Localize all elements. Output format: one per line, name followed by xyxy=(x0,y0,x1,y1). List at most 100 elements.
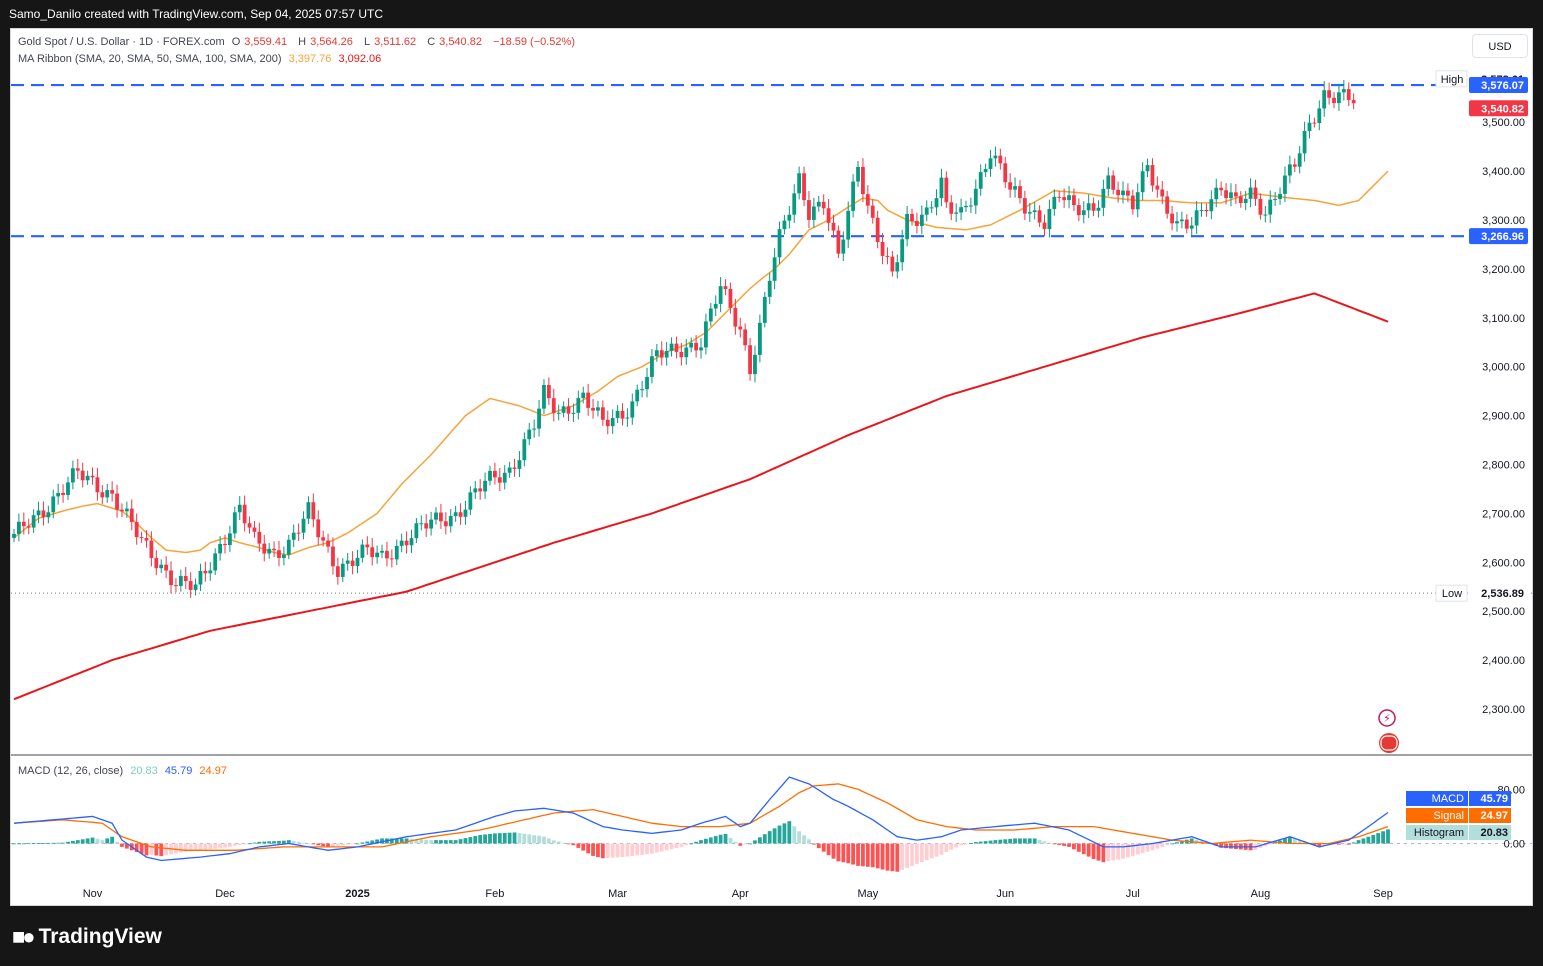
histogram-bar xyxy=(124,843,129,849)
candle-body xyxy=(517,460,522,469)
histogram-bar xyxy=(1003,839,1008,844)
histogram-bar xyxy=(596,843,600,858)
price-tick-label: 3,100.00 xyxy=(1482,313,1525,325)
histogram-bar xyxy=(507,832,512,844)
candle-body xyxy=(915,220,919,226)
candle xyxy=(458,503,463,525)
candle-body xyxy=(85,475,90,481)
histogram-bar xyxy=(640,843,645,855)
candle xyxy=(1307,114,1312,139)
candle-body xyxy=(733,307,738,327)
histogram-bar xyxy=(1346,843,1351,845)
histogram-bar xyxy=(218,843,222,849)
candle xyxy=(1047,199,1052,238)
time-axis[interactable]: Nov Dec 2025 Feb Mar Apr May Jun Jul Aug Sep xyxy=(83,888,1393,900)
price-tick-label: 3,300.00 xyxy=(1482,215,1525,227)
candle xyxy=(281,546,286,566)
candle xyxy=(507,461,512,478)
histogram-bar xyxy=(70,840,75,844)
economic-event-flag-icon xyxy=(1379,733,1399,753)
candle-body xyxy=(1283,175,1287,194)
histogram-bar xyxy=(664,843,669,851)
candle-body xyxy=(61,492,65,496)
candle xyxy=(949,195,954,221)
time-tick-label: 2025 xyxy=(345,888,369,900)
candle xyxy=(1096,200,1101,218)
low-label: L xyxy=(363,36,371,48)
histogram-bar xyxy=(915,843,919,864)
candle xyxy=(723,279,728,296)
candle xyxy=(1243,190,1248,211)
candle xyxy=(537,399,541,437)
candle xyxy=(576,390,581,420)
histogram-bar xyxy=(978,841,983,844)
candle-body xyxy=(1322,90,1327,109)
candle-body xyxy=(1081,210,1086,216)
histogram-bar xyxy=(988,840,993,844)
histogram-bar xyxy=(51,842,56,844)
macd-hist-value: 20.83 xyxy=(130,765,158,777)
candle xyxy=(1322,80,1327,117)
candle-body xyxy=(944,177,949,203)
candle-body xyxy=(998,155,1003,164)
histogram-bar xyxy=(708,837,713,844)
candle-body xyxy=(728,289,733,308)
level-tag-upper: 3,576.07 xyxy=(1469,77,1528,94)
level-tag-lower-bg xyxy=(1469,228,1528,245)
histogram-bar xyxy=(635,843,640,856)
candle-body xyxy=(355,557,360,566)
chart-frame[interactable]: 2,300.00 2,400.00 2,500.00 2,600.00 2,700.00… xyxy=(10,28,1533,906)
candle xyxy=(596,400,600,417)
candle-body xyxy=(772,257,777,281)
histogram-bar xyxy=(1072,843,1076,850)
candle xyxy=(600,400,605,426)
candle xyxy=(1248,178,1253,208)
histogram-bar xyxy=(370,840,375,844)
candle xyxy=(821,194,826,216)
chart-svg[interactable]: 2,300.00 2,400.00 2,500.00 2,600.00 2,700.00… xyxy=(11,29,1533,906)
histogram-bar xyxy=(311,843,316,845)
candle-body xyxy=(95,477,100,493)
grid xyxy=(11,592,1532,845)
candle xyxy=(532,419,537,438)
candle xyxy=(861,158,865,203)
histogram-tag-caption-bg xyxy=(1406,825,1468,840)
histogram-bar xyxy=(41,843,46,844)
price-axis[interactable]: 2,300.00 2,400.00 2,500.00 2,600.00 2,700.00… xyxy=(1378,70,1528,851)
open-label: O xyxy=(231,36,241,48)
candle-body xyxy=(586,392,591,408)
candle-body xyxy=(1047,208,1052,230)
price-tick-label: 2,300.00 xyxy=(1482,704,1525,716)
candle-body xyxy=(924,207,929,215)
candle xyxy=(1312,117,1317,128)
candle xyxy=(1140,162,1145,201)
histogram-bar xyxy=(154,843,159,856)
candle xyxy=(782,214,787,235)
histogram-bar xyxy=(841,843,846,863)
candle xyxy=(12,529,16,543)
ma-ribbon-title: MA Ribbon (SMA, 20, SMA, 50, SMA, 100, S… xyxy=(18,53,282,65)
candle xyxy=(120,503,124,518)
histogram-bar xyxy=(1386,829,1390,844)
candle-body xyxy=(1278,193,1282,199)
candle xyxy=(973,179,978,214)
histogram-bar xyxy=(1287,836,1292,844)
candle xyxy=(674,336,679,359)
candle xyxy=(26,518,31,535)
histogram-bar xyxy=(1008,838,1013,844)
candle xyxy=(1081,201,1086,224)
horizontal-levels[interactable] xyxy=(11,83,1466,238)
histogram-bar xyxy=(66,841,70,844)
candle-body xyxy=(1189,225,1194,229)
histogram-bar xyxy=(281,840,286,844)
histogram-bar xyxy=(203,843,208,850)
time-tick-label: Sep xyxy=(1373,888,1393,900)
candle xyxy=(301,511,306,540)
candle-body xyxy=(36,510,41,516)
candle-body xyxy=(964,205,968,208)
currency-button[interactable]: USD xyxy=(1472,34,1528,58)
histogram-bar xyxy=(581,843,586,851)
histogram-bar xyxy=(1106,843,1111,862)
low-marker-text: 2,536.89 xyxy=(1481,588,1524,600)
candle-body xyxy=(905,213,909,240)
